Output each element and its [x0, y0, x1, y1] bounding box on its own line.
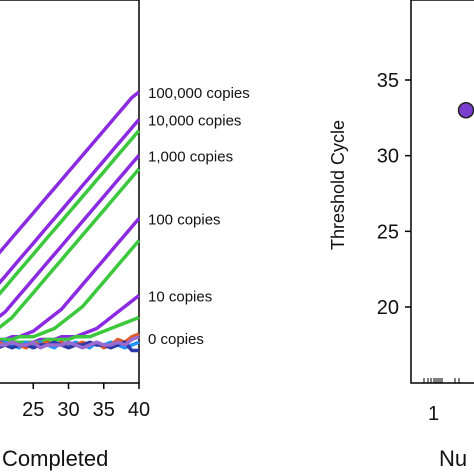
left-x-tick-label-2: 35 [93, 399, 115, 421]
left-x-tick-label-1: 30 [57, 399, 79, 421]
curve-label-3: 1,000 copies [148, 148, 233, 165]
left-x-ticks: 25 30 35 40 [22, 383, 150, 421]
right-points-group [457, 102, 474, 119]
right-y-tick-label-3: 35 [377, 70, 399, 92]
right-y-ticks: 20 25 30 35 [377, 70, 411, 319]
left-series-line-2 [0, 129, 141, 296]
right-x-minor-ticks [423, 378, 460, 383]
left-series-line-3 [0, 154, 141, 319]
left-curve-labels: 100,000 copies 10,000 copies 1,000 copies 1… [148, 85, 250, 348]
left-series-line-8 [0, 315, 140, 347]
right-plot-frame [410, 0, 474, 384]
left-x-tick-label-0: 25 [22, 399, 44, 421]
curve-label-1: 10,000 copies [148, 113, 241, 130]
curve-label-5: 100 copies [148, 212, 221, 229]
right-data-point-0 [457, 102, 474, 119]
left-x-tick-label-3: 40 [128, 399, 150, 421]
right-x-axis-label: Nu [439, 446, 467, 471]
left-series-line-6 [0, 239, 141, 342]
right-y-tick-label-2: 30 [377, 146, 399, 168]
right-chart: 20 25 30 35 Threshold Cycle 1 Nu [328, 0, 474, 471]
right-y-tick-label-0: 20 [377, 297, 399, 319]
left-series-group [0, 90, 141, 353]
left-series-line-0 [0, 90, 141, 255]
right-x-tick-label: 1 [428, 403, 439, 425]
curve-label-0: 100,000 copies [148, 85, 250, 102]
curve-label-7: 10 copies [148, 289, 212, 306]
left-chart: 100,000 copies 10,000 copies 1,000 copies 1… [0, 0, 250, 471]
left-series-line-12 [0, 335, 140, 350]
left-series-line-4 [0, 167, 141, 330]
right-y-axis-label: Threshold Cycle [328, 120, 348, 250]
curve-label-9: 0 copies [148, 331, 204, 348]
right-y-tick-label-1: 25 [377, 221, 399, 243]
left-series-line-1 [0, 118, 141, 285]
left-x-axis-label: Completed [2, 446, 108, 471]
